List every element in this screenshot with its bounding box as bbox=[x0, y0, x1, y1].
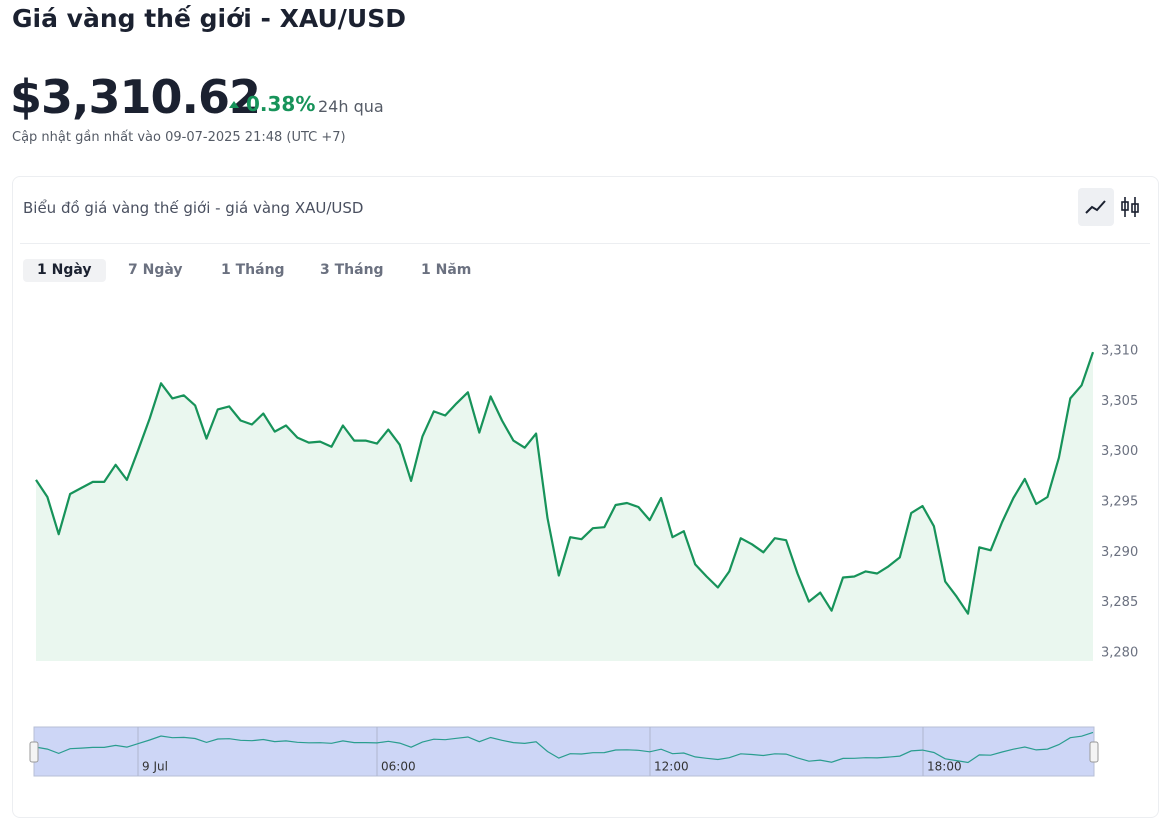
y-tick-label: 3,290 bbox=[1101, 545, 1138, 560]
card-title: Biểu đồ giá vàng thế giới - giá vàng XAU… bbox=[23, 199, 364, 217]
divider bbox=[20, 243, 1150, 244]
y-tick-label: 3,280 bbox=[1101, 645, 1138, 660]
navigator-label: 12:00 bbox=[654, 760, 689, 774]
y-tick-label: 3,305 bbox=[1101, 394, 1138, 409]
navigator-line bbox=[35, 731, 1094, 764]
up-arrow bbox=[229, 101, 239, 108]
chart: 3,280 3,285 3,290 3,295 3,300 3,305 3,310 9 Jul… bbox=[29, 344, 1138, 777]
navigator-label: 9 Jul bbox=[142, 760, 168, 774]
line-toggle[interactable] bbox=[1078, 188, 1114, 226]
period-tab[interactable]: 3 Tháng bbox=[320, 262, 384, 278]
page: Giá vàng thế giới - XAU/USD $3,310.62 0.… bbox=[10, 4, 1159, 818]
candle-toggle[interactable] bbox=[1112, 188, 1148, 226]
updated: Cập nhật gần nhất vào 09-07-2025 21:48 (… bbox=[12, 130, 346, 145]
y-tick-label: 3,285 bbox=[1101, 595, 1138, 610]
price: $3,310.62 bbox=[10, 70, 261, 124]
area bbox=[36, 352, 1093, 661]
period: 24h qua bbox=[318, 97, 384, 116]
period-tab[interactable]: 1 Tháng bbox=[221, 262, 285, 278]
period-tab[interactable]: 1 Ngày bbox=[23, 259, 106, 282]
y-tick-label: 3,295 bbox=[1101, 495, 1138, 510]
period-tab[interactable]: 1 Năm bbox=[421, 262, 472, 278]
y-tick-label: 3,300 bbox=[1101, 444, 1138, 459]
period-tab[interactable]: 7 Ngày bbox=[128, 262, 183, 278]
line-icon bbox=[1085, 200, 1106, 214]
y-tick-label: 3,310 bbox=[1101, 344, 1138, 359]
navigator-label: 18:00 bbox=[927, 760, 962, 774]
candle-icon bbox=[1121, 197, 1139, 217]
navigator-label: 06:00 bbox=[381, 760, 416, 774]
page-title: Giá vàng thế giới - XAU/USD bbox=[12, 4, 406, 33]
navigator-handle bbox=[29, 741, 39, 763]
change: 0.38% bbox=[246, 92, 316, 116]
price-line bbox=[35, 351, 1095, 615]
navigator-handle bbox=[1089, 741, 1099, 763]
